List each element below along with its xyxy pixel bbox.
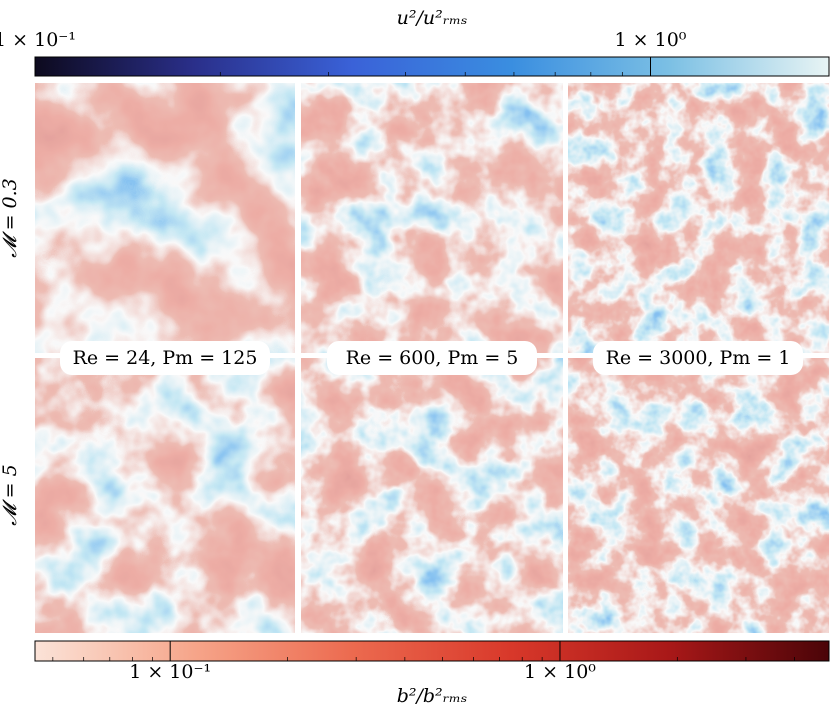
bottom-colorbar-label: b²/b²ᵣₘₛ xyxy=(397,685,468,707)
simulation-panel xyxy=(34,82,296,354)
simulation-panel xyxy=(34,357,296,634)
panel-label: Re = 600, Pm = 5 xyxy=(346,347,519,369)
tick-label: 1 × 10⁻¹ xyxy=(129,661,211,683)
simulation-panel xyxy=(300,82,564,354)
colorbar xyxy=(34,640,830,662)
panel-label-box xyxy=(593,341,803,375)
row-label: 𝓜 = 0.3 xyxy=(0,178,21,258)
panel-label-box xyxy=(60,341,270,375)
panel-label-box xyxy=(327,341,537,375)
tick-label: 1 × 10⁰ xyxy=(524,661,596,683)
simulation-panel xyxy=(300,357,564,634)
simulation-panel xyxy=(567,82,830,354)
panel-label: Re = 3000, Pm = 1 xyxy=(606,347,791,369)
simulation-panel xyxy=(567,357,830,634)
colorbar xyxy=(34,56,830,77)
top-colorbar-label: u²/u²ᵣₘₛ xyxy=(397,7,468,29)
row-label: 𝓜 = 5 xyxy=(0,464,21,525)
tick-label: 1 × 10⁰ xyxy=(615,29,687,51)
tick-label: 1 × 10⁻¹ xyxy=(0,29,76,51)
panel-label: Re = 24, Pm = 125 xyxy=(73,347,258,369)
